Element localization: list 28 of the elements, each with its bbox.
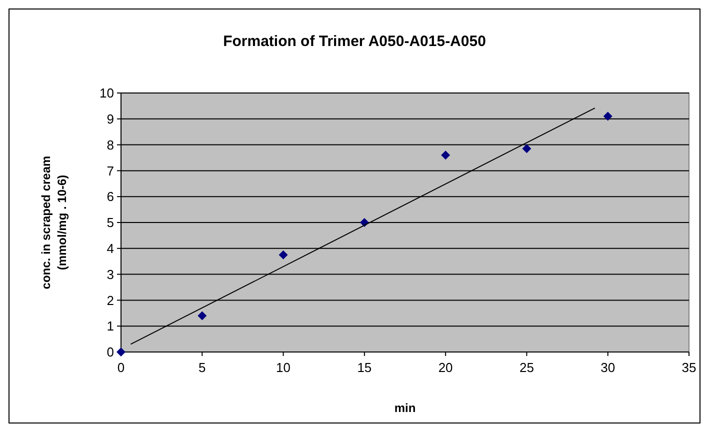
y-tick-label: 3 xyxy=(106,266,114,282)
y-tick-label: 8 xyxy=(106,137,114,152)
point xyxy=(603,112,612,121)
x-tick-label: 25 xyxy=(519,360,534,375)
chart-title: Formation of Trimer A050-A015-A050 xyxy=(223,33,486,50)
point xyxy=(278,250,288,260)
point xyxy=(522,144,532,154)
y-tick-label: 9 xyxy=(106,111,114,126)
y-tick-label: 0 xyxy=(106,344,114,360)
x-tick-label: 35 xyxy=(682,360,696,375)
x-tick-label: 20 xyxy=(438,360,453,375)
y-tick-label: 7 xyxy=(106,163,114,178)
x-tick-label: 15 xyxy=(357,360,372,375)
y-tick-label: 2 xyxy=(106,292,114,308)
y-tick-label: 6 xyxy=(106,189,114,204)
point xyxy=(441,150,450,160)
x-tick-label: 5 xyxy=(198,360,206,375)
x-tick-label: 0 xyxy=(117,360,125,375)
point xyxy=(198,311,207,320)
x-tick-label: 30 xyxy=(600,360,616,375)
point xyxy=(116,348,126,356)
x-axis-title: min xyxy=(394,401,416,415)
y-tick-label: 4 xyxy=(106,240,114,256)
x-tick-label: 10 xyxy=(276,360,291,375)
y-tick-label: 1 xyxy=(106,318,114,334)
y-tick-label: 5 xyxy=(106,215,114,230)
y-tick-label: 10 xyxy=(100,86,114,101)
y-axis-title: conc. in scraped cream (mmol/mg . 10-6) xyxy=(39,156,69,290)
